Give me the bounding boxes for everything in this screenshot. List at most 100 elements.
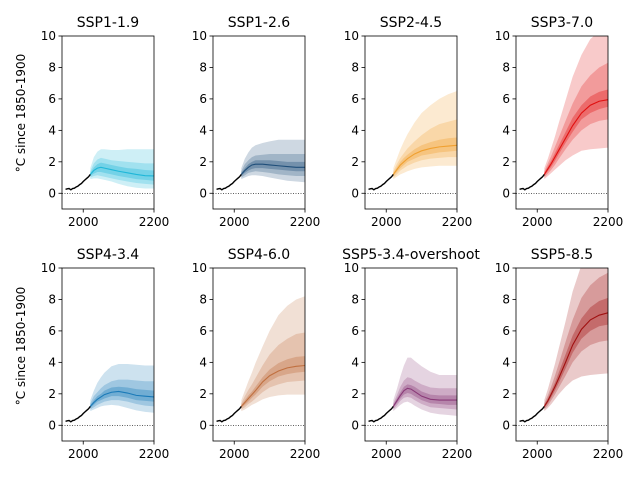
y-tick-label: 0	[502, 186, 510, 200]
band-33-67-7	[393, 384, 457, 408]
y-tick-label: 10	[41, 29, 56, 43]
y-tick-label: 2	[502, 155, 510, 169]
y-tick-label: 10	[495, 261, 510, 275]
y-tick-label: 10	[192, 29, 207, 43]
plot-area-5	[62, 363, 154, 426]
y-tick-label: 8	[351, 292, 359, 306]
median-line-3	[392, 144, 457, 175]
y-axis-label-top: °C since 1850-1900	[14, 54, 28, 173]
band-33-67-8	[544, 297, 608, 408]
x-tick-label: 2000	[522, 447, 553, 461]
y-tick-label: 2	[199, 155, 207, 169]
axes-frame-1	[61, 35, 155, 210]
y-tick-label: 2	[48, 155, 56, 169]
panel-8: 0 2 4 6 8 10 2000 2200 SSP5-8.5	[495, 247, 624, 461]
x-tick-label: 2000	[371, 447, 402, 461]
historical-line-7	[368, 405, 394, 423]
median-line-2	[240, 163, 305, 175]
x-tick-label: 2000	[68, 447, 99, 461]
panel-title: SSP3-7.0	[531, 15, 593, 31]
y-tick-label: 0	[199, 186, 207, 200]
y-tick-label: 4	[351, 355, 359, 369]
y-tick-label: 0	[48, 418, 56, 432]
plot-area-2	[213, 139, 305, 194]
panel-5: 0 2 4 6 8 10 2000 2200 SSP4-3.4	[41, 247, 170, 461]
y-tick-label: 10	[344, 261, 359, 275]
y-tick-label: 0	[351, 418, 359, 432]
axes-frame-5	[61, 267, 155, 442]
median-line-1	[89, 166, 154, 177]
y-tick-label: 10	[495, 29, 510, 43]
y-tick-label: 0	[502, 418, 510, 432]
axes-frame-3	[364, 35, 458, 210]
y-tick-label: 4	[48, 123, 56, 137]
median-line-6	[240, 364, 305, 407]
y-tick-label: 8	[502, 292, 510, 306]
historical-line-8	[519, 405, 545, 423]
median-line-4	[543, 99, 608, 175]
panel-6: 0 2 4 6 8 10 2000 2200 SSP4-6.0	[192, 247, 321, 461]
y-tick-label: 8	[502, 60, 510, 74]
y-tick-label: 4	[199, 355, 207, 369]
panel-3: 0 2 4 6 8 10 2000 2200 SSP2-4.5	[344, 15, 473, 229]
axes-frame-2	[212, 35, 306, 210]
y-tick-label: 4	[199, 123, 207, 137]
y-tick-label: 2	[199, 387, 207, 401]
historical-line-6	[216, 405, 242, 423]
plot-area-6	[213, 296, 305, 426]
x-tick-label: 2000	[219, 215, 250, 229]
band-33-67-4	[544, 89, 608, 176]
axes-frame-4	[515, 35, 609, 210]
x-tick-label: 2200	[442, 215, 473, 229]
historical-line-1	[65, 173, 91, 191]
historical-line-4	[519, 173, 545, 191]
plot-area-7	[365, 357, 457, 426]
x-tick-label: 2000	[522, 215, 553, 229]
panel-title: SSP5-8.5	[531, 247, 593, 263]
y-tick-label: 2	[48, 387, 56, 401]
y-tick-label: 8	[199, 292, 207, 306]
plot-area-4	[516, 36, 608, 194]
median-line-5	[89, 390, 154, 407]
y-tick-label: 6	[48, 324, 56, 338]
plot-area-1	[62, 149, 154, 194]
y-tick-label: 4	[351, 123, 359, 137]
x-tick-label: 2000	[68, 215, 99, 229]
y-tick-label: 8	[199, 60, 207, 74]
panel-1: 0 2 4 6 8 10 2000 2200 SSP1-1.9	[41, 15, 170, 229]
y-tick-label: 4	[502, 123, 510, 137]
band-33-67-5	[90, 386, 154, 408]
y-tick-label: 2	[351, 155, 359, 169]
panel-title: SSP1-2.6	[228, 15, 291, 31]
x-tick-label: 2200	[442, 447, 473, 461]
y-tick-label: 6	[199, 324, 207, 338]
panel-title: SSP4-3.4	[77, 247, 140, 263]
y-tick-label: 4	[48, 355, 56, 369]
historical-line-3	[368, 173, 394, 191]
y-tick-label: 6	[351, 92, 359, 106]
panel-title: SSP4-6.0	[228, 247, 290, 263]
panel-title: SSP1-1.9	[77, 15, 139, 31]
x-tick-label: 2200	[139, 215, 170, 229]
y-tick-label: 2	[351, 387, 359, 401]
y-tick-label: 10	[41, 261, 56, 275]
x-tick-label: 2200	[290, 447, 321, 461]
y-tick-label: 2	[502, 387, 510, 401]
y-axis-label-bottom: °C since 1850-1900	[14, 287, 28, 406]
median-line-7	[392, 387, 457, 407]
axes-frame-6	[212, 267, 306, 442]
plot-area-8	[516, 268, 608, 426]
historical-line-2	[216, 173, 242, 191]
axes-frame-7	[364, 267, 458, 442]
y-tick-label: 0	[351, 186, 359, 200]
y-tick-label: 0	[48, 186, 56, 200]
historical-line-5	[65, 405, 91, 423]
band-33-67-6	[241, 356, 305, 408]
y-tick-label: 10	[344, 29, 359, 43]
y-tick-label: 6	[502, 324, 510, 338]
y-tick-label: 10	[192, 261, 207, 275]
y-tick-label: 4	[502, 355, 510, 369]
y-tick-label: 6	[199, 92, 207, 106]
